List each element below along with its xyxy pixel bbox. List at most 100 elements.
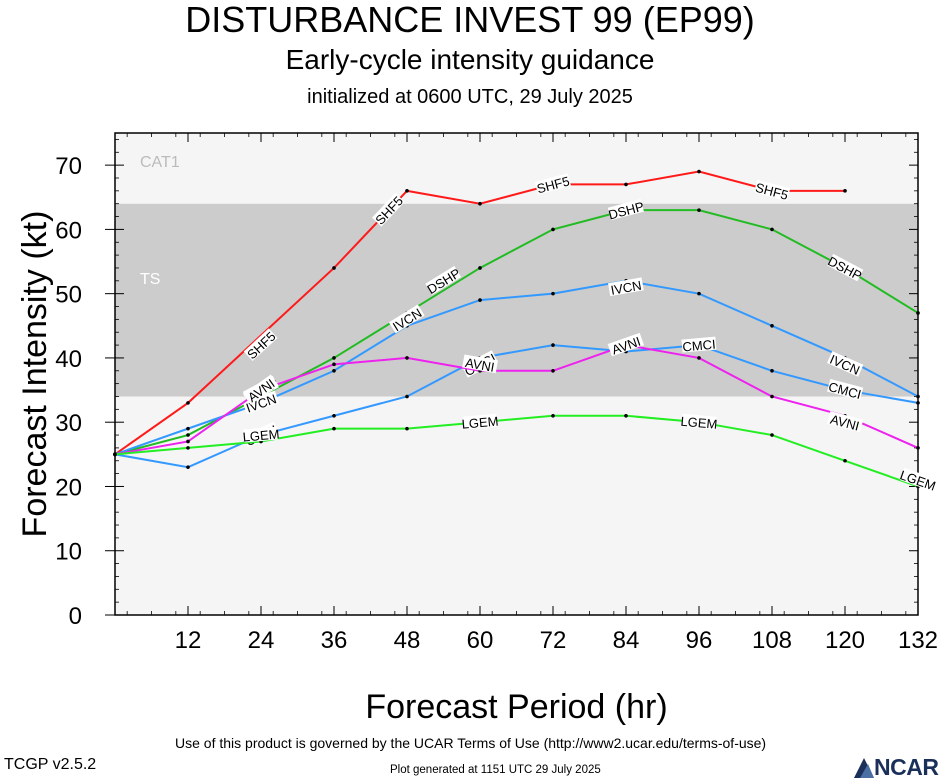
x-tick-label: 48 — [394, 627, 421, 654]
ncar-logo-text: NCAR — [874, 754, 939, 780]
data-point-cmci — [916, 401, 920, 405]
series-label-ivcn: IVCN — [609, 278, 642, 298]
y-tick-label: 0 — [69, 603, 82, 630]
series-label-lgem: LGEM — [461, 414, 499, 432]
data-point-ivcn — [332, 368, 336, 373]
series-label-avni: AVNI — [464, 355, 496, 375]
data-point-avni — [697, 356, 701, 360]
data-point-avni — [405, 356, 409, 360]
x-tick-label: 120 — [825, 627, 865, 654]
data-point-dshp — [332, 356, 336, 360]
series-line-lgem — [114, 414, 919, 488]
series-label-bg-avni — [827, 411, 864, 433]
x-axis-label: Forecast Period (hr) — [365, 688, 667, 726]
data-point-ivcn — [916, 394, 920, 399]
x-tick-label: 96 — [686, 627, 713, 654]
band-label-ts: TS — [140, 271, 160, 288]
data-point-cmci — [551, 343, 555, 347]
data-point-cmci — [186, 465, 190, 469]
data-point-lgem — [551, 413, 555, 418]
data-point-ivcn — [551, 291, 555, 296]
series-label-bg-lgem — [899, 467, 937, 492]
series-label-bg-avni — [243, 374, 279, 405]
data-point-shf5 — [697, 169, 701, 174]
data-point-dshp — [186, 433, 190, 437]
series-label-bg-dshp — [607, 199, 644, 221]
x-tick-label: 60 — [467, 627, 494, 654]
data-point-shf5 — [332, 266, 336, 270]
data-point-lgem — [332, 426, 336, 431]
series-label-bg-avni — [607, 332, 645, 357]
ncar-logo-icon — [854, 758, 874, 778]
chart-subtitle: Early-cycle intensity guidance — [285, 44, 655, 75]
chart-init-time: initialized at 0600 UTC, 29 July 2025 — [307, 86, 633, 108]
data-point-lgem — [770, 433, 774, 437]
series-line-shf5 — [114, 170, 845, 456]
data-point-ivcn — [186, 426, 190, 431]
data-point-lgem — [113, 452, 117, 457]
data-point-avni — [186, 439, 190, 444]
y-tick-label: 50 — [55, 282, 82, 309]
series-label-bg-lgem — [243, 426, 279, 443]
series-label-bg-avni — [462, 354, 498, 374]
x-tick-label: 108 — [752, 627, 792, 654]
data-point-dshp — [478, 266, 482, 270]
series-label-bg-lgem — [462, 413, 498, 430]
data-point-cmci — [405, 394, 409, 399]
chart-title: DISTURBANCE INVEST 99 (EP99) — [185, 0, 755, 40]
series-label-bg-shf5 — [371, 192, 405, 227]
data-point-dshp — [916, 311, 920, 315]
series-label-bg-shf5 — [754, 179, 791, 201]
y-tick-label: 20 — [55, 474, 82, 501]
data-point-avni — [770, 394, 774, 399]
data-point-dshp — [770, 227, 774, 232]
data-point-cmci — [770, 368, 774, 373]
version-label: TCGP v2.5.2 — [4, 756, 97, 773]
generated-timestamp: Plot generated at 1151 UTC 29 July 2025 — [390, 764, 601, 776]
data-point-shf5 — [843, 189, 847, 193]
data-point-dshp — [551, 227, 555, 232]
x-tick-label: 36 — [321, 627, 348, 654]
series-label-lgem: LGEM — [242, 426, 280, 444]
data-point-shf5 — [186, 401, 190, 405]
y-tick-label: 70 — [55, 153, 82, 180]
series-label-bg-shf5 — [243, 328, 278, 362]
data-point-shf5 — [405, 189, 409, 193]
y-tick-label: 30 — [55, 410, 82, 437]
y-tick-label: 60 — [55, 217, 82, 244]
series-label-bg-ivcn — [388, 304, 425, 334]
x-tick-label: 72 — [540, 627, 567, 654]
data-point-lgem — [843, 458, 847, 463]
data-point-shf5 — [624, 182, 628, 187]
data-point-dshp — [697, 208, 701, 212]
y-tick-label: 10 — [55, 539, 82, 566]
data-point-lgem — [624, 413, 628, 418]
data-point-ivcn — [478, 298, 482, 302]
series-label-bg-dshp — [827, 253, 864, 282]
series-label-bg-lgem — [681, 413, 717, 430]
series-label-bg-dshp — [425, 265, 462, 295]
series-label-bg-ivcn — [242, 390, 280, 415]
data-point-lgem — [405, 426, 409, 431]
series-label-bg-cmci — [827, 378, 864, 401]
band-ts — [115, 203, 918, 397]
y-tick-label: 40 — [55, 346, 82, 373]
series-label-cmci: CMCI — [682, 337, 716, 355]
series-label-bg-ivcn — [827, 351, 864, 377]
x-tick-label: 132 — [898, 627, 938, 654]
band-label-cat1: CAT1 — [140, 154, 180, 171]
x-tick-label: 12 — [175, 627, 202, 654]
x-tick-label: 84 — [613, 627, 640, 654]
terms-of-use-text: Use of this product is governed by the U… — [175, 735, 767, 751]
series-label-bg-cmci — [681, 336, 717, 353]
data-point-lgem — [186, 446, 190, 450]
series-label-avni: AVNI — [829, 412, 861, 434]
data-point-avni — [332, 362, 336, 367]
data-point-avni — [551, 368, 555, 373]
data-point-ivcn — [770, 324, 774, 328]
series-label-bg-shf5 — [534, 173, 571, 195]
series-label-lgem: LGEM — [680, 414, 718, 432]
data-point-shf5 — [478, 201, 482, 206]
data-point-cmci — [332, 413, 336, 418]
